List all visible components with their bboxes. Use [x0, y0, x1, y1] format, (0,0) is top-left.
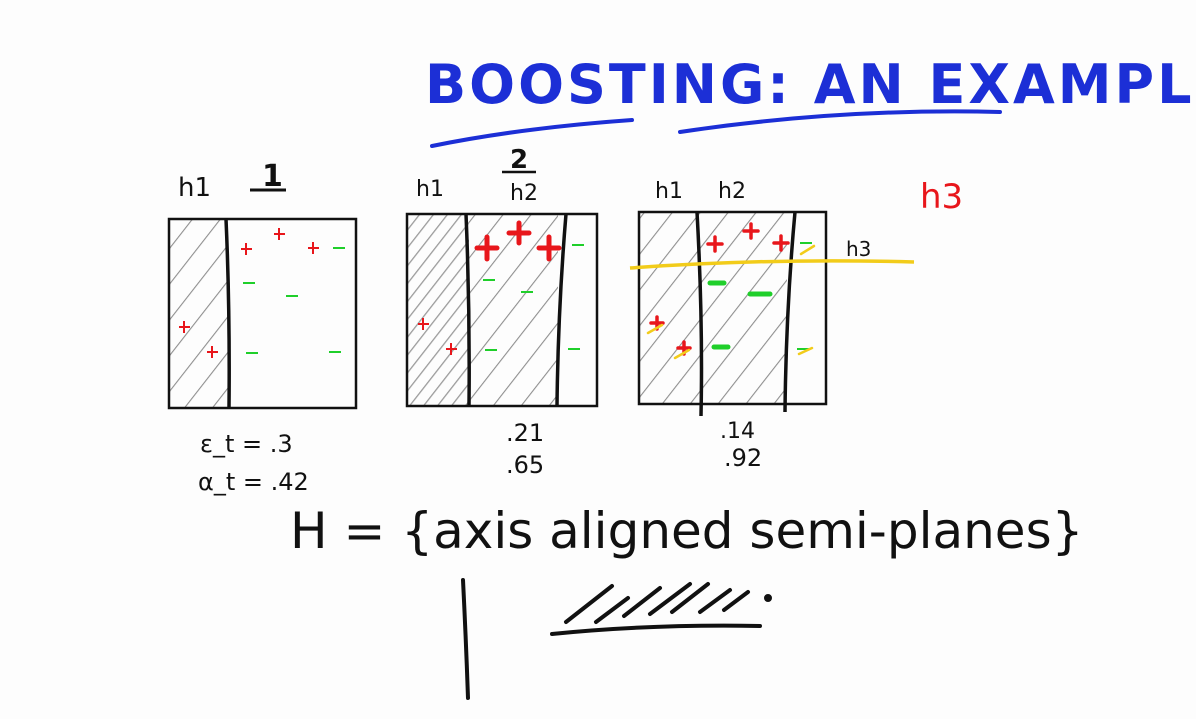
plus-point [241, 243, 252, 255]
panel-2-hatched-region [469, 214, 558, 406]
panel-1: h1 1 ε_t = .3 α_t = .42 [167, 159, 358, 496]
panel-3-minus-points [707, 280, 773, 350]
panel-3-plus-points [649, 222, 790, 356]
panel-1-hatched-region [169, 219, 228, 408]
panel-3-h3-label: h3 [846, 237, 871, 261]
plus-point [706, 235, 724, 253]
plus-point [207, 346, 218, 358]
panel-2-dense-hatch [407, 214, 469, 406]
plus-point [179, 321, 190, 333]
panel-2-h2-line [555, 213, 568, 407]
plus-point [418, 318, 429, 330]
plus-point [274, 228, 285, 240]
bottom-scribbles [461, 578, 772, 700]
panel-2: 2 h1 h2 .21 .65 [405, 145, 599, 479]
panel-1-number: 1 [262, 159, 283, 194]
hatch-mark-scribble [564, 582, 772, 624]
panel-2-plus-points [474, 220, 562, 262]
panel-3-alpha: .92 [724, 444, 762, 472]
panel-2-error: .21 [506, 419, 544, 447]
panel-2-h1-line [464, 213, 471, 407]
vertical-stroke [461, 578, 470, 700]
panel-3-box [637, 210, 828, 406]
panel-3-h3-line [629, 259, 915, 270]
plus-point [308, 242, 319, 254]
panel-1-box [167, 217, 358, 410]
plus-point [536, 234, 562, 262]
panel-3-hatched-region [639, 212, 787, 404]
panel-2-alpha: .65 [506, 451, 544, 479]
panel-1-h1-line [224, 218, 231, 409]
title-group: BOOSTING: AN EXAMPLE [425, 53, 1196, 148]
panel-3-small-minus-points [797, 242, 812, 350]
plus-point [772, 234, 790, 252]
h3-side-label: h3 [920, 177, 963, 217]
panel-2-number: 2 [510, 145, 528, 175]
panel-2-minus-points [483, 244, 584, 351]
panel-3-h2-line [783, 211, 797, 413]
plus-point [446, 343, 457, 355]
panel-2-small-plus-points [418, 318, 457, 355]
yellow-tick [799, 244, 816, 256]
panel-2-box [405, 212, 599, 408]
yellow-tick [646, 323, 664, 335]
panel-3-h1-line [695, 211, 704, 417]
panel-3-error: .14 [720, 419, 755, 444]
panel-1-alpha: α_t = .42 [198, 468, 309, 496]
panel-1-error: ε_t = .3 [200, 430, 293, 458]
panel-3-h1-label: h1 [655, 179, 683, 204]
plus-point [742, 222, 760, 240]
plus-point [474, 234, 500, 262]
panel-3-yellow-ticks [646, 244, 816, 360]
panel-3: h1 h2 h3 .14 [629, 179, 915, 472]
page-title: BOOSTING: AN EXAMPLE [425, 53, 1196, 116]
hypothesis-statement: H = {axis aligned semi-planes} [290, 502, 1083, 560]
panel-1-h1-label: h1 [178, 173, 211, 203]
panel-2-h1-label: h1 [416, 177, 444, 202]
title-underline-right [678, 109, 1002, 134]
panel-2-h2-label: h2 [510, 181, 538, 206]
yellow-tick [673, 348, 691, 360]
yellow-tick [797, 346, 814, 356]
panel-1-plus-points [179, 228, 319, 358]
title-underline-left [430, 118, 634, 148]
plus-point [506, 220, 532, 246]
scribble-underline [550, 623, 762, 636]
panel-3-h2-label: h2 [718, 179, 746, 204]
panel-1-minus-points [243, 247, 345, 354]
